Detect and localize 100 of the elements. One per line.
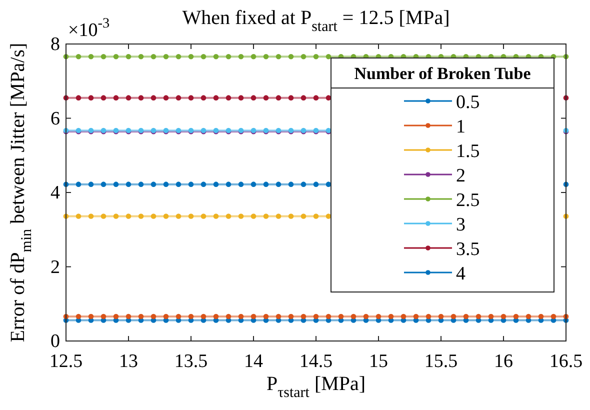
point xyxy=(413,314,419,320)
point xyxy=(76,214,82,219)
point xyxy=(113,54,119,60)
point xyxy=(250,95,256,100)
point xyxy=(238,54,244,60)
text: ×10$^{-3}$ xyxy=(68,15,110,41)
point xyxy=(163,214,169,219)
point xyxy=(388,314,394,320)
legend-label: 3 xyxy=(456,214,466,236)
point xyxy=(176,314,182,320)
point xyxy=(226,314,232,320)
point xyxy=(126,95,132,100)
point xyxy=(100,182,106,187)
point xyxy=(163,182,169,187)
point xyxy=(238,214,244,219)
point xyxy=(238,182,244,187)
point xyxy=(526,314,532,320)
point xyxy=(176,54,182,60)
point xyxy=(263,182,269,187)
point xyxy=(263,54,269,60)
point xyxy=(176,182,182,187)
point xyxy=(313,95,319,100)
legend-title: Number of Broken Tube xyxy=(354,64,532,83)
point xyxy=(213,95,219,100)
point xyxy=(500,314,506,320)
point xyxy=(126,54,132,60)
x-tick-label: 16.5 xyxy=(549,351,583,372)
point xyxy=(476,314,482,320)
point xyxy=(288,95,294,100)
point xyxy=(538,314,544,320)
point xyxy=(126,214,132,219)
point xyxy=(276,54,282,60)
point xyxy=(200,182,206,187)
point xyxy=(438,314,444,320)
point xyxy=(100,54,106,60)
point xyxy=(76,95,82,100)
point xyxy=(163,54,169,60)
x-tick-label: 14.5 xyxy=(299,351,333,372)
x-tick-label: 14 xyxy=(244,351,264,372)
point xyxy=(313,182,319,187)
point xyxy=(188,314,194,320)
point xyxy=(150,54,156,60)
point xyxy=(426,314,432,320)
point xyxy=(150,214,156,219)
legend-label: 1 xyxy=(456,116,466,138)
point xyxy=(213,214,219,219)
point xyxy=(376,314,382,320)
point xyxy=(88,182,94,187)
y-tick-label: 8 xyxy=(50,34,60,55)
point xyxy=(550,314,556,320)
x-tick-label: 15.5 xyxy=(424,351,458,372)
point xyxy=(138,182,144,187)
point xyxy=(126,314,132,320)
point xyxy=(188,182,194,187)
point xyxy=(213,314,219,320)
point xyxy=(88,314,94,320)
point xyxy=(200,314,206,320)
point xyxy=(276,214,282,219)
point xyxy=(276,95,282,100)
y-tick-label: 4 xyxy=(50,182,60,204)
point xyxy=(300,54,306,60)
legend-label: 1.5 xyxy=(456,141,480,162)
point xyxy=(76,182,82,187)
point xyxy=(288,54,294,60)
point xyxy=(250,182,256,187)
point xyxy=(263,214,269,219)
point xyxy=(200,214,206,219)
y-tick-label: 6 xyxy=(50,108,60,130)
y-tick-label: 2 xyxy=(50,256,60,278)
point xyxy=(213,182,219,187)
point xyxy=(276,314,282,320)
point xyxy=(138,54,144,60)
point xyxy=(250,54,256,60)
y-tick-label: 0 xyxy=(50,331,60,352)
point xyxy=(300,214,306,219)
point xyxy=(213,54,219,60)
point xyxy=(326,314,332,320)
point xyxy=(313,314,319,320)
point xyxy=(263,314,269,320)
point xyxy=(188,95,194,100)
legend-label: 4 xyxy=(456,264,466,284)
x-tick-label: 15 xyxy=(369,351,388,372)
point xyxy=(188,54,194,60)
x-tick-label: 13 xyxy=(119,351,138,372)
point xyxy=(326,54,332,60)
point xyxy=(150,95,156,100)
point xyxy=(176,95,182,100)
point xyxy=(113,314,119,320)
x-axis-title: P$_{τstart}$ [MPa] xyxy=(266,372,366,401)
x-tick-label: 16 xyxy=(494,351,513,372)
point xyxy=(350,314,356,320)
point xyxy=(513,314,519,320)
legend-label: 3.5 xyxy=(456,239,480,260)
legend-label: 0.5 xyxy=(456,92,480,113)
point xyxy=(138,214,144,219)
point xyxy=(100,214,106,219)
point xyxy=(88,214,94,219)
point xyxy=(288,214,294,219)
point xyxy=(450,314,456,320)
point xyxy=(288,314,294,320)
